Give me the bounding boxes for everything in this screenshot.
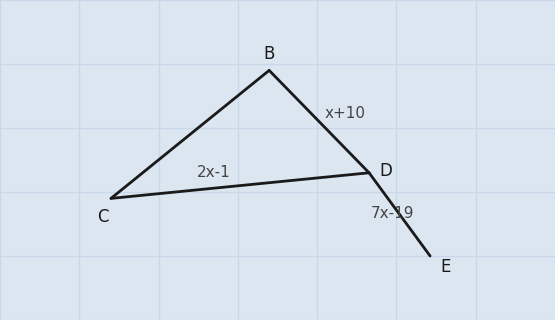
Text: 7x-19: 7x-19 [371, 206, 414, 221]
Text: B: B [264, 45, 275, 63]
Text: E: E [440, 258, 451, 276]
Text: 2x-1: 2x-1 [197, 165, 230, 180]
Text: x+10: x+10 [325, 106, 366, 121]
Text: D: D [379, 162, 392, 180]
Text: C: C [97, 208, 108, 226]
